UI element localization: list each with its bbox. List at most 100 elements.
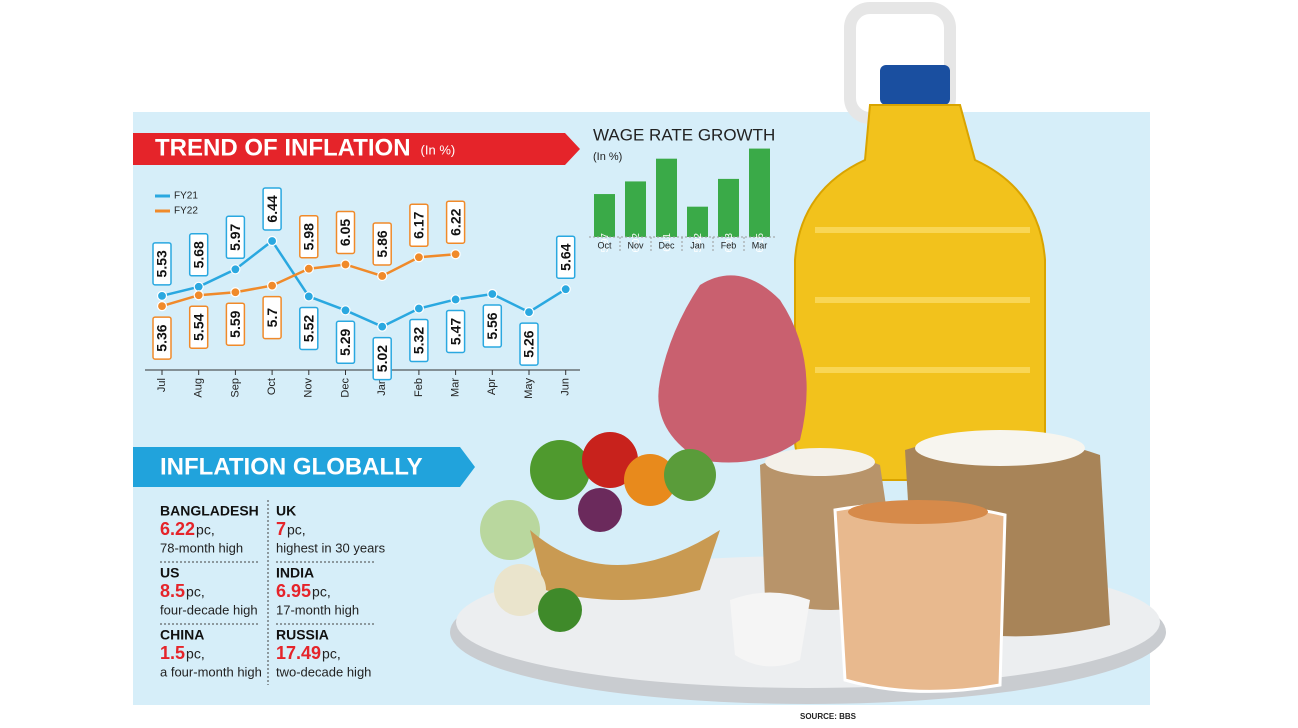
- point: [487, 288, 498, 300]
- inflation-value: 17.49: [276, 643, 321, 663]
- bar: [625, 181, 646, 237]
- vegetable-basket: [480, 432, 720, 632]
- x-tick-label: Jan: [690, 240, 705, 250]
- bar: [687, 206, 708, 237]
- value-label-box: [299, 214, 319, 259]
- x-tick-label: Jun: [560, 378, 572, 396]
- x-tick-label: Mar: [450, 378, 462, 397]
- rice: [915, 430, 1085, 466]
- value-label: 5.56: [484, 312, 500, 339]
- note: 17-month high: [276, 602, 359, 617]
- x-tick-label: Feb: [721, 240, 737, 250]
- x-tick-label: Dec: [658, 240, 675, 250]
- bar: [656, 158, 677, 237]
- country: US: [160, 565, 179, 581]
- value-label: 5.47: [447, 318, 463, 345]
- inflation-value: 8.5: [160, 581, 185, 601]
- unit: pc,: [312, 584, 331, 600]
- oil-bottle: [794, 2, 1046, 481]
- chart-subtitle: (In %): [421, 142, 456, 157]
- value-label-box: [555, 235, 576, 279]
- value-label-box: [188, 233, 209, 277]
- value-label: 5.54: [190, 313, 206, 340]
- globally-title: INFLATION GLOBALLY: [160, 453, 423, 480]
- point: [560, 284, 571, 295]
- point: [156, 290, 168, 301]
- point: [303, 291, 314, 302]
- x-tick-label: Dec: [339, 378, 351, 398]
- x-tick-label: Feb: [413, 378, 425, 397]
- country: CHINA: [160, 627, 204, 643]
- salt-bowl: [730, 592, 810, 667]
- x-tick-label: Nov: [627, 240, 644, 250]
- point: [523, 307, 535, 318]
- inflation-value: 6.22: [160, 519, 195, 539]
- value-label-box: [262, 295, 282, 340]
- series-line: [161, 239, 567, 328]
- value-label-box: [519, 322, 539, 366]
- lentil-bag: [833, 502, 1007, 693]
- unit: pc,: [287, 522, 306, 538]
- value-label-box: [225, 302, 246, 346]
- value-label: 5.26: [521, 330, 537, 357]
- lentils: [848, 500, 988, 524]
- bar-value-label: 6.15: [755, 233, 766, 253]
- country: RUSSIA: [276, 627, 329, 643]
- value-label: 5.98: [301, 223, 317, 250]
- value-label: 5.64: [557, 243, 573, 270]
- value-label: 5.02: [374, 345, 390, 372]
- note: highest in 30 years: [276, 540, 386, 555]
- x-tick-label: Jul: [156, 378, 168, 392]
- chart-title: TREND OF INFLATION: [155, 134, 411, 161]
- value-label-box: [262, 187, 282, 231]
- note: 78-month high: [160, 540, 243, 555]
- point: [377, 270, 388, 282]
- note: two-decade high: [276, 664, 371, 679]
- x-tick-label: Oct: [266, 378, 278, 395]
- point: [230, 264, 241, 275]
- value-label-box: [445, 309, 466, 354]
- value-label-box: [482, 304, 503, 348]
- value-label-box: [372, 336, 392, 381]
- x-tick-label: Mar: [752, 240, 768, 250]
- point: [230, 287, 241, 298]
- inflation-value: 6.95: [276, 581, 311, 601]
- value-label: 5.29: [337, 328, 353, 355]
- unit: pc,: [322, 646, 341, 662]
- value-label-box: [409, 203, 429, 247]
- value-label-box: [152, 316, 172, 360]
- bar-value-label: 6.02: [631, 233, 642, 253]
- point: [340, 259, 351, 270]
- note: four-decade high: [160, 602, 258, 617]
- value-label: 5.7: [264, 308, 280, 328]
- point: [193, 290, 204, 301]
- value-label: 5.97: [227, 223, 243, 250]
- country: BANGLADESH: [160, 503, 259, 519]
- point: [450, 249, 461, 260]
- value-label: 5.36: [154, 324, 170, 351]
- x-tick-label: Aug: [193, 378, 205, 398]
- x-tick-label: Apr: [486, 378, 498, 395]
- bar-value-label: 6.11: [662, 233, 673, 252]
- point: [267, 280, 278, 291]
- x-tick-label: May: [523, 378, 535, 399]
- bar-value-label: 5.97: [600, 233, 611, 253]
- bar-value-label: 6.03: [724, 233, 735, 253]
- note: a four-month high: [160, 664, 262, 679]
- country: INDIA: [276, 565, 314, 581]
- value-label: 6.05: [337, 219, 353, 246]
- point: [267, 235, 278, 247]
- value-label-box: [445, 200, 466, 244]
- value-label: 6.17: [411, 211, 427, 238]
- x-tick-label: Sep: [229, 378, 241, 398]
- title-banner: [133, 133, 580, 165]
- point: [450, 294, 461, 305]
- country: UK: [276, 503, 296, 519]
- flour: [765, 448, 875, 476]
- unit: pc,: [186, 646, 205, 662]
- value-label-box: [335, 210, 356, 255]
- value-label: 5.59: [227, 310, 243, 337]
- bar: [749, 148, 770, 237]
- bar: [594, 194, 615, 237]
